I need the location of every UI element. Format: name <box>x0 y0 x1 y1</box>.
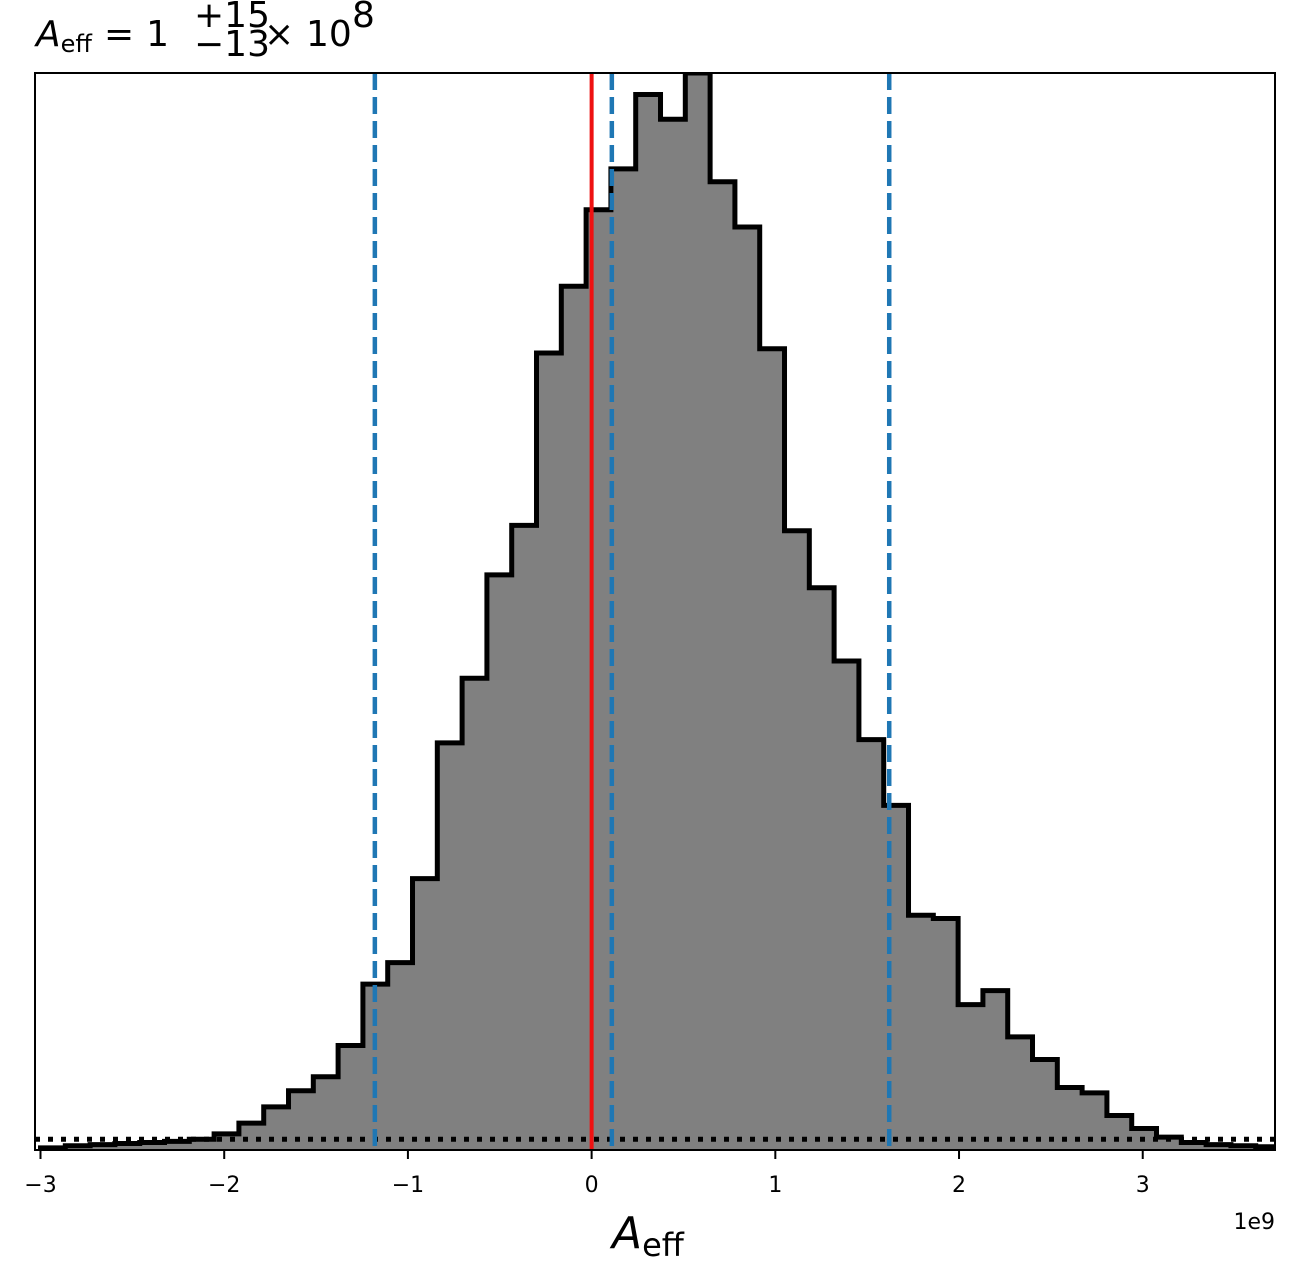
histogram-bar <box>610 168 637 1150</box>
histogram-bar <box>189 1139 215 1150</box>
x-tick-label: −2 <box>208 1173 240 1198</box>
histogram-bar <box>139 1142 166 1150</box>
histogram-bar <box>1032 1059 1058 1150</box>
histogram-bar <box>759 348 786 1150</box>
histogram-bar <box>710 181 736 1150</box>
histogram-bar <box>1181 1142 1207 1150</box>
histogram-bar <box>1281 1148 1295 1150</box>
histogram-bar <box>1007 1036 1034 1150</box>
histogram-bar <box>338 1045 364 1150</box>
title-lower-error: −13 <box>194 24 270 65</box>
histogram-bar <box>734 227 761 1150</box>
title-equals: = <box>104 14 134 55</box>
histogram-bar <box>238 1123 265 1150</box>
title-exponent: 8 <box>352 0 375 36</box>
x-tick-label: 1 <box>768 1173 782 1198</box>
axes-frame <box>34 72 1276 1151</box>
histogram-bar <box>834 661 860 1150</box>
histogram-bar <box>982 990 1009 1150</box>
x-tick-label: 3 <box>1136 1173 1150 1198</box>
histogram-bar <box>387 962 414 1150</box>
reference-lines <box>372 73 892 1150</box>
histogram-outline <box>38 73 1275 1150</box>
histogram-bar <box>164 1141 190 1150</box>
histogram-bar <box>809 587 835 1150</box>
histogram-bar <box>635 94 662 1150</box>
histogram-bar <box>90 1144 116 1150</box>
x-tick-label: 0 <box>585 1173 599 1198</box>
histogram-bar <box>858 739 885 1150</box>
title-upper-error: +15 <box>194 0 270 36</box>
histogram-bar <box>784 530 810 1150</box>
x-tick-label: 2 <box>952 1173 966 1198</box>
histogram-bar <box>263 1106 290 1150</box>
histogram-bar <box>660 119 686 1150</box>
histogram-bar <box>685 73 711 1150</box>
x-axis-ticks: −3 −2 −1 0 1 2 3 <box>24 1150 1150 1198</box>
plot-area <box>35 73 1295 1150</box>
x-axis-label: Aeff <box>609 1208 685 1264</box>
histogram-bar <box>561 286 587 1150</box>
title-mantissa: 1 <box>146 14 169 55</box>
histogram-bar <box>486 574 513 1150</box>
histogram-bar <box>536 353 562 1150</box>
histogram-bar <box>1106 1115 1133 1150</box>
histogram-bar <box>511 525 538 1150</box>
histogram-bar <box>412 878 438 1150</box>
title-symbol-sub: eff <box>61 30 93 58</box>
histogram-bar <box>1156 1137 1182 1150</box>
histogram-bar <box>437 742 463 1150</box>
x-offset-label: 1e9 <box>1233 1210 1275 1235</box>
title-symbol: A <box>34 14 61 55</box>
histogram-bar <box>462 678 488 1150</box>
x-tick-label: −1 <box>392 1173 424 1198</box>
title-times: × <box>264 14 294 55</box>
chart-title: Aeff = 1 <box>34 14 169 58</box>
histogram-bar <box>958 1004 984 1150</box>
histogram-bars <box>40 73 1295 1150</box>
histogram-bar <box>1206 1144 1232 1150</box>
title-base: 10 <box>306 14 352 55</box>
histogram-bar <box>933 918 959 1150</box>
histogram-bar <box>908 915 934 1150</box>
histogram-bar <box>114 1143 141 1150</box>
x-tick-label: −3 <box>24 1173 56 1198</box>
